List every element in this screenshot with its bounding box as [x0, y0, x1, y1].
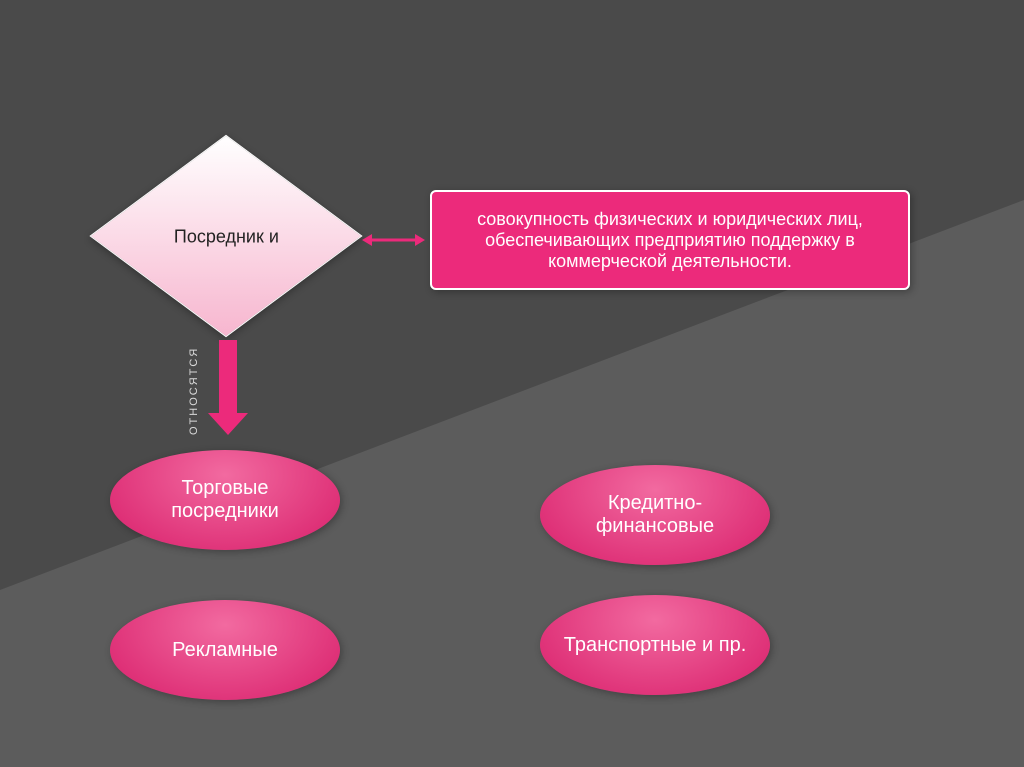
- ellipse-label: Транспортные и пр.: [564, 634, 747, 657]
- ellipse-label: Торговые посредники: [127, 477, 323, 523]
- diagram-stage: Посредник и совокупность физических и юр…: [0, 0, 1024, 767]
- ellipse-node: Рекламные: [110, 600, 340, 700]
- vertical-label-text: ОТНОСЯТСЯ: [188, 347, 200, 435]
- vertical-label: ОТНОСЯТСЯ: [188, 347, 200, 435]
- ellipse-node: Кредитно-финансовые: [540, 465, 770, 565]
- ellipse-node: Транспортные и пр.: [540, 595, 770, 695]
- ellipse-label: Рекламные: [172, 639, 278, 662]
- ellipse-label: Кредитно-финансовые: [557, 492, 753, 538]
- ellipse-node: Торговые посредники: [110, 450, 340, 550]
